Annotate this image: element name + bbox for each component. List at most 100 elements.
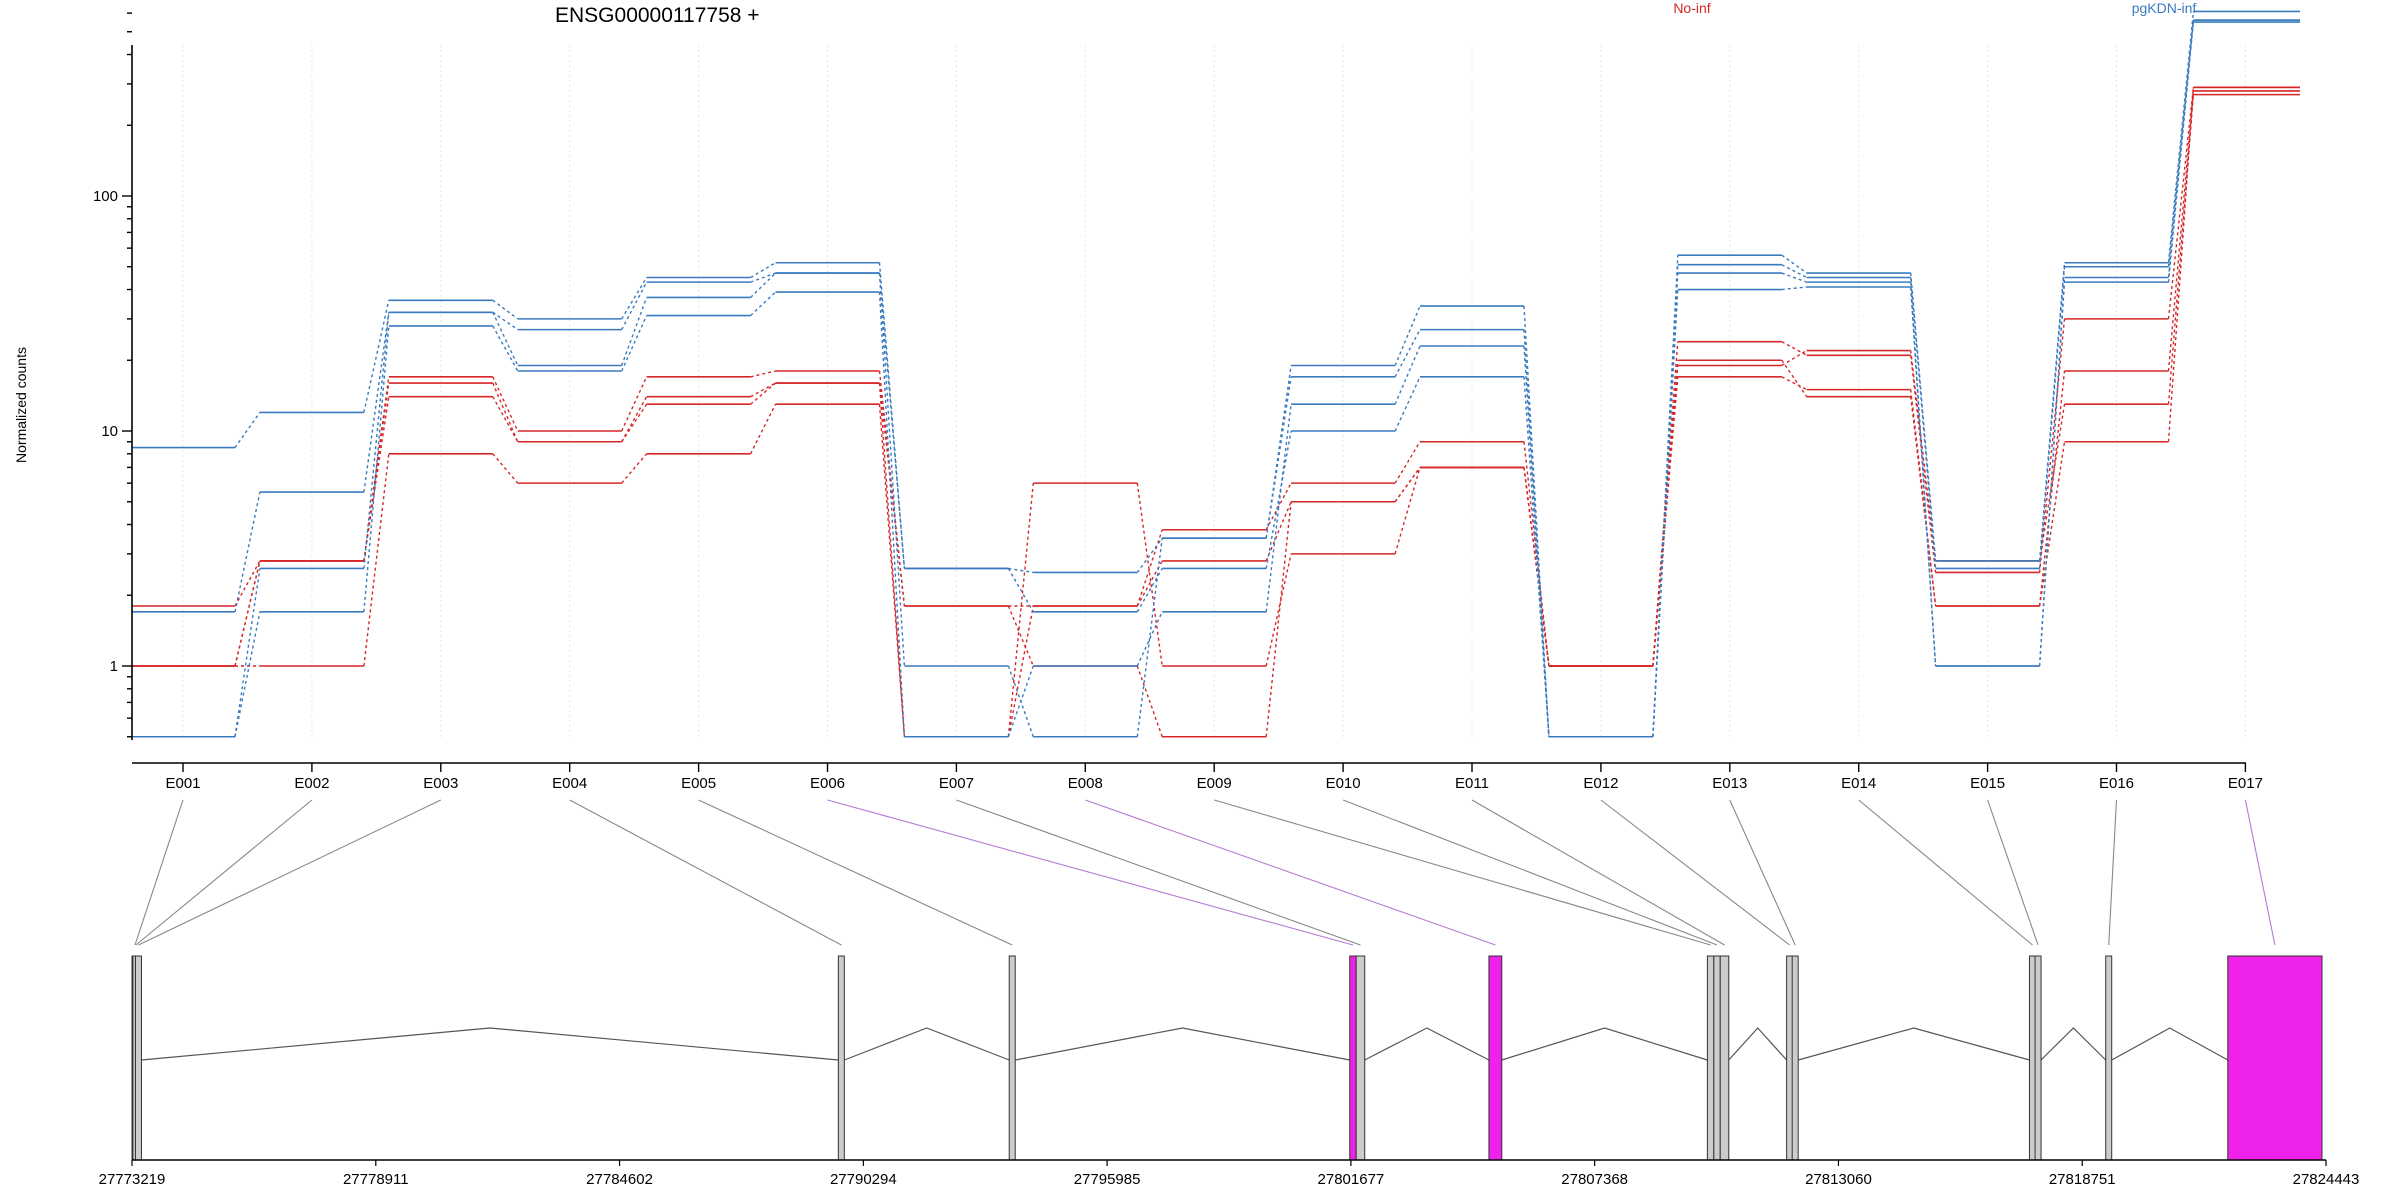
exon-link [1394,376,1421,432]
intron [844,1027,1010,1061]
exon-link [1265,404,1292,612]
connector-E014 [1858,799,2033,946]
x-tick-label: E008 [1068,775,1103,792]
y-tick-label: 100 [93,188,118,205]
exon-link [2167,21,2195,283]
exon-link [750,382,776,398]
exon-link [1394,345,1421,405]
y-ticks: 1 10 100 [93,12,132,738]
connector-E010 [1342,799,1718,946]
exon-link [1394,466,1421,503]
exon-link [363,396,390,562]
exon-link [1781,272,1807,283]
exon-box-E003 [134,955,142,1161]
exon-link [1781,341,1808,356]
exon-link [750,370,776,378]
exon-link [878,404,906,737]
intron [1728,1027,1788,1061]
exon-link [878,272,906,569]
exon-link [1910,350,1937,562]
exon-link [1781,359,1808,398]
exon-link [2038,370,2066,607]
exon-link [1136,529,1163,607]
exon-link [1136,537,1163,573]
connector-E004 [569,799,842,946]
exon-link [492,311,519,366]
connector-E006 [827,799,1354,946]
x-tick-label: E002 [294,775,329,792]
exon-link [1265,376,1292,539]
x-tick-label: E015 [1970,775,2005,792]
exon-link [621,315,648,372]
axes [131,45,2246,764]
exon-box-E010 [1713,955,1721,1161]
exon-link [621,376,648,432]
exon-link [878,370,906,607]
exon-link [363,312,390,569]
exon-link [2167,20,2195,278]
exon-link [1652,365,1679,667]
exon-box-E007 [1355,955,1366,1161]
exon-link [1008,567,1034,574]
x-tick-label: E004 [552,775,587,792]
series-7 [132,21,2300,738]
exon-box-E005 [1008,955,1016,1161]
legend-no-inf: No-inf [1673,0,1710,16]
x-tick-label: E014 [1841,775,1876,792]
exon-link [621,297,648,366]
exon-link [621,453,648,484]
exon-box-E004 [837,955,845,1161]
exon-link [363,300,390,413]
exon-link [1265,430,1292,569]
coordinate-label: 27807368 [1561,1171,1628,1188]
exon-connectors [134,799,2276,946]
exon-link [1523,441,1550,667]
gene-model [131,955,2323,1161]
series-4 [132,93,2300,738]
coordinate-label: 27818751 [2049,1171,2116,1188]
coordinate-label: 27824443 [2293,1171,2360,1188]
series-8 [132,19,2300,738]
exon-link [750,382,776,405]
exon-link [621,281,648,330]
intron [1364,1027,1490,1061]
exon-link [1910,389,1937,607]
x-tick-label: E009 [1197,775,1232,792]
exon-link [1781,376,1808,391]
exon-link [1394,305,1421,366]
exon-link [492,325,519,372]
connector-E016 [2108,799,2118,946]
connector-E012 [1600,799,1790,946]
exon-link [234,560,261,667]
exon-link [1394,441,1421,484]
x-tick-label: E010 [1326,775,1361,792]
x-tick-label: E013 [1712,775,1747,792]
exon-link [1265,482,1292,531]
exon-link [1394,467,1421,555]
series-5 [132,10,2300,738]
intron [2111,1027,2229,1061]
connector-E008 [1085,799,1496,946]
coordinate-label: 27773219 [99,1171,166,1188]
exon-link [750,291,776,317]
exon-link [492,299,519,320]
exon-link [878,273,906,667]
exon-link [750,272,776,283]
exon-link [1652,264,1679,737]
exon-link [1394,329,1421,378]
exon-link [1136,665,1163,737]
exon-link [750,272,776,298]
exon-link [2038,441,2066,607]
exon-link [1136,611,1163,667]
exon-box-E009 [1706,955,1715,1161]
exon-link [2167,94,2195,405]
coordinate-label: 27784602 [586,1171,653,1188]
exon-link [1265,553,1292,667]
exon-link [1007,665,1034,737]
intron [141,1027,839,1061]
exon-link [1910,277,1937,569]
x-tick-label: E001 [165,775,200,792]
exon-link [363,376,390,562]
